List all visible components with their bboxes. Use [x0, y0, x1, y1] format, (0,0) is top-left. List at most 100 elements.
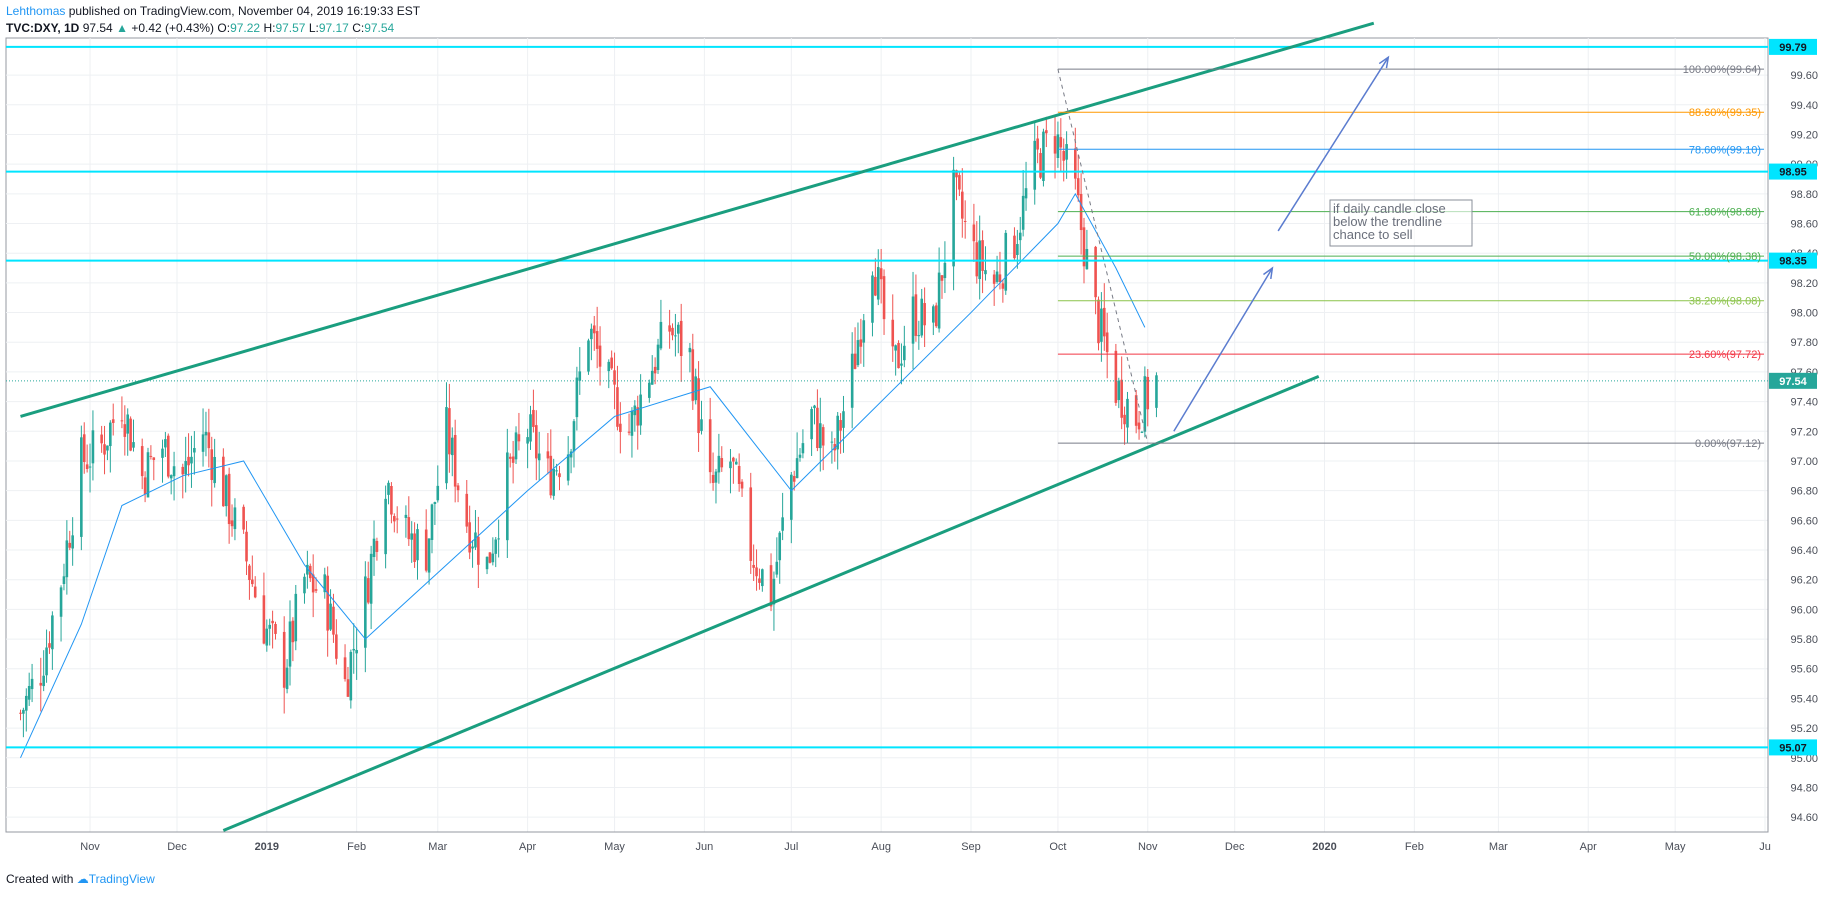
candle-body [711, 474, 715, 483]
candle-body [1021, 195, 1025, 230]
tradingview-brand[interactable]: TradingView [88, 872, 155, 886]
publish-info: published on TradingView.com, November 0… [68, 4, 421, 18]
candle-body [734, 461, 738, 465]
candle-body [830, 441, 834, 443]
candle-body [193, 448, 196, 453]
candle-body [22, 709, 25, 714]
candle-body [874, 276, 877, 296]
candle-body [224, 475, 228, 507]
fib-level-label: 100.00%(99.64) [1683, 64, 1761, 76]
candle-body [106, 445, 109, 451]
candle-body [1004, 232, 1008, 291]
x-tick-label: Feb [347, 841, 366, 853]
candle-body [630, 410, 634, 436]
candle-body [1100, 308, 1103, 342]
candle-body [653, 366, 657, 374]
y-tick-label: 96.80 [1790, 486, 1818, 498]
candle-body [914, 294, 918, 336]
x-tick-label: Nov [80, 841, 100, 853]
last-price: 97.54 [82, 21, 113, 35]
tradingview-logo-icon[interactable]: ☁ [76, 872, 89, 886]
candle-body [821, 427, 825, 446]
candle-body [679, 320, 683, 357]
candle-body [109, 422, 112, 447]
candle-body [143, 477, 147, 495]
candle-body [842, 411, 845, 428]
candle-body [169, 475, 173, 479]
candle-body [839, 420, 842, 431]
candle-body [1001, 283, 1005, 289]
author-name[interactable]: Lehthomas [6, 4, 66, 18]
candle-body [132, 442, 135, 448]
candle-body [934, 305, 938, 327]
arrow-shaft [1277, 56, 1389, 232]
candle-body [801, 443, 805, 454]
candle-body [729, 461, 732, 469]
arrow-up-long [1277, 55, 1390, 232]
candle-body [1024, 188, 1028, 199]
candle-body [181, 466, 185, 475]
candle-body [920, 298, 924, 336]
candle-body [213, 456, 216, 484]
candle-body [879, 268, 883, 280]
candle-body [981, 240, 984, 271]
candle-body [943, 262, 947, 279]
candle-body [187, 456, 190, 466]
candle-body [1102, 307, 1106, 337]
candle-body [59, 587, 63, 617]
candle-body [51, 615, 54, 650]
candle-body [1146, 376, 1150, 410]
candle-body [648, 382, 651, 398]
y-tick-label: 96.00 [1790, 604, 1818, 616]
candle-body [1155, 375, 1158, 408]
candle-body [123, 424, 127, 437]
candle-body [410, 533, 414, 540]
candle-body [39, 682, 43, 686]
fib-level-label: 61.80%(98.68) [1689, 207, 1761, 219]
candle-body [366, 578, 370, 603]
candle-body [329, 603, 332, 630]
y-tick-label: 97.20 [1790, 426, 1818, 438]
y-tick-label: 98.20 [1790, 278, 1818, 290]
candle-body [42, 675, 45, 687]
candle-body [882, 276, 886, 320]
x-tick-label: Dec [1225, 841, 1245, 853]
candle-body [694, 376, 697, 401]
candle-body [471, 546, 474, 549]
candle-body [227, 473, 231, 525]
y-tick-label: 95.00 [1790, 753, 1818, 765]
x-tick-label: Nov [1138, 841, 1158, 853]
candle-body [691, 349, 695, 401]
candle-body [526, 437, 529, 444]
y-tick-label: 95.20 [1790, 723, 1818, 735]
candle-body [552, 468, 555, 496]
y-tick-label: 95.80 [1790, 634, 1818, 646]
candle-body [549, 455, 553, 496]
candle-body [474, 532, 477, 548]
candle-body [436, 485, 440, 501]
arrow-shaft [1173, 267, 1274, 432]
candle-body [590, 328, 593, 340]
candle-body [810, 408, 813, 440]
candle-body [659, 321, 663, 349]
candle-body [1016, 244, 1019, 255]
candle-body [372, 538, 376, 558]
price-tag-label: 99.79 [1779, 42, 1807, 54]
fib-level-label: 23.60%(97.72) [1689, 349, 1761, 361]
candle-body [30, 678, 34, 690]
candle-body [619, 423, 622, 432]
candle-body [285, 667, 289, 690]
candle-body [245, 531, 248, 562]
y-tick-label: 99.60 [1790, 70, 1818, 82]
fib-level-label: 88.60%(99.35) [1689, 107, 1761, 119]
fib-level-label: 0.00%(97.12) [1695, 438, 1761, 450]
candle-body [387, 482, 390, 495]
price-tag [1769, 252, 1817, 269]
candle-body [566, 454, 570, 481]
fib-trend-line [1057, 69, 1149, 444]
candle-body [897, 343, 900, 369]
candle-body [627, 431, 631, 433]
candle-body [1140, 431, 1144, 433]
candle-body [720, 458, 724, 468]
